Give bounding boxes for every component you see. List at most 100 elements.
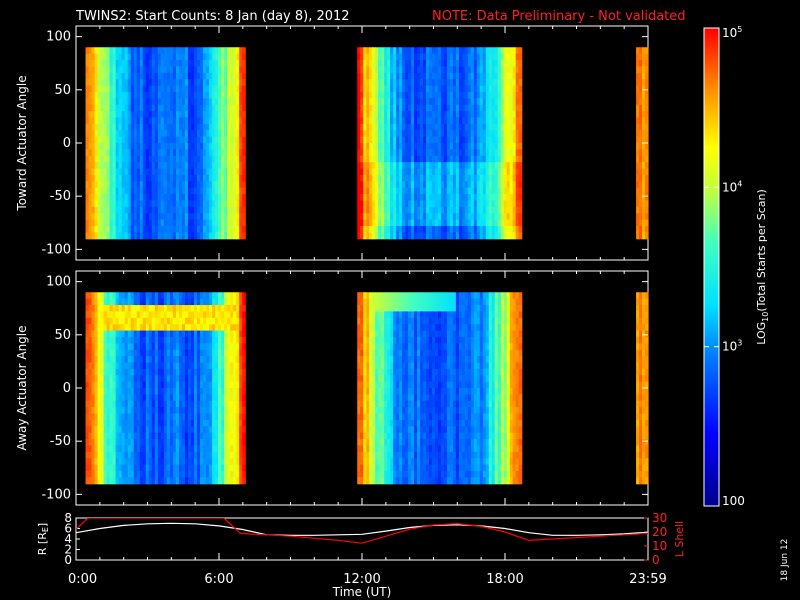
heatmap-cell: [85, 53, 90, 61]
heatmap-cell: [100, 343, 105, 351]
heatmap-cell: [360, 213, 364, 221]
heatmap-cell: [190, 85, 195, 93]
heatmap-cell: [233, 407, 237, 415]
heatmap-cell: [175, 426, 180, 434]
heatmap-cell: [467, 66, 472, 74]
heatmap-cell: [190, 155, 195, 163]
heatmap-cell: [190, 91, 195, 99]
heatmap-cell: [85, 98, 90, 106]
heatmap-cell: [360, 149, 364, 157]
heatmap-cell: [190, 111, 195, 119]
heatmap-cell: [387, 168, 391, 176]
heatmap-cell: [160, 200, 165, 208]
heatmap-cell: [121, 458, 126, 466]
heatmap-cell: [157, 324, 162, 332]
heatmap-cell: [393, 168, 397, 176]
heatmap-cell: [512, 60, 517, 68]
heatmap-cell: [151, 213, 156, 221]
heatmap-cell: [215, 168, 219, 176]
heatmap-cell: [221, 464, 225, 472]
heatmap-cell: [172, 174, 177, 182]
heatmap-cell: [642, 104, 646, 112]
heatmap-cell: [470, 72, 475, 80]
heatmap-cell: [112, 349, 117, 357]
heatmap-cell: [85, 336, 90, 344]
heatmap-cell: [109, 394, 114, 402]
heatmap-cell: [363, 232, 367, 240]
heatmap-cell: [233, 458, 237, 466]
heatmap-cell: [417, 79, 421, 87]
heatmap-cell: [157, 136, 162, 144]
heatmap-cell: [154, 407, 159, 415]
heatmap-cell: [476, 200, 481, 208]
heatmap-cell: [390, 187, 394, 195]
heatmap-cell: [503, 130, 508, 138]
heatmap-cell: [178, 123, 183, 131]
heatmap-cell: [157, 200, 162, 208]
heatmap-cell: [112, 66, 117, 74]
heatmap-cell: [434, 232, 439, 240]
heatmap-cell: [236, 317, 240, 325]
heatmap-cell: [461, 130, 466, 138]
heatmap-cell: [372, 143, 376, 150]
heatmap-cell: [375, 225, 379, 233]
heatmap-cell: [411, 143, 415, 150]
heatmap-cell: [479, 98, 484, 106]
heatmap-cell: [399, 123, 403, 131]
heatmap-cell: [166, 213, 171, 221]
heatmap-cell: [121, 98, 126, 106]
heatmap-cell: [181, 79, 186, 87]
heatmap-cell: [470, 206, 475, 214]
heatmap-cell: [506, 60, 511, 68]
heatmap-cell: [399, 155, 403, 163]
heatmap-cell: [452, 162, 457, 170]
heatmap-cell: [437, 117, 442, 125]
heatmap-cell: [130, 111, 135, 119]
heatmap-cell: [366, 155, 370, 163]
heatmap-cell: [443, 60, 448, 68]
heatmap-cell: [124, 375, 129, 383]
heatmap-cell: [363, 53, 367, 61]
heatmap-cell: [94, 53, 99, 61]
heatmap-cell: [434, 60, 439, 68]
heatmap-cell: [215, 394, 219, 402]
heatmap-cell: [218, 439, 222, 447]
heatmap-cell: [184, 232, 189, 240]
heatmap-cell: [236, 66, 240, 74]
heatmap-cell: [133, 432, 138, 440]
heatmap-cell: [408, 194, 412, 202]
heatmap-cell: [115, 206, 120, 214]
heatmap-cell: [124, 79, 129, 87]
heatmap-cell: [420, 194, 424, 202]
heatmap-cell: [426, 98, 430, 106]
heatmap-cell: [97, 375, 102, 383]
heatmap-cell: [157, 85, 162, 93]
heatmap-cell: [221, 311, 225, 319]
heatmap-cell: [218, 47, 222, 55]
heatmap-cell: [91, 98, 96, 106]
heatmap-cell: [639, 149, 643, 157]
heatmap-cell: [236, 349, 240, 357]
heatmap-cell: [369, 104, 373, 112]
heatmap-cell: [91, 162, 96, 170]
heatmap-cell: [130, 464, 135, 472]
heatmap-cell: [384, 104, 388, 112]
heatmap-cell: [482, 91, 487, 99]
heatmap-cell: [157, 336, 162, 344]
heatmap-cell: [203, 111, 207, 119]
heatmap-cell: [387, 53, 391, 61]
heatmap-cell: [233, 98, 237, 106]
heatmap-cell: [239, 232, 243, 240]
heatmap-cell: [103, 194, 108, 202]
heatmap-cell: [94, 298, 99, 306]
heatmap-cell: [399, 104, 403, 112]
heatmap-cell: [218, 394, 222, 402]
heatmap-cell: [428, 162, 433, 170]
heatmap-cell: [393, 130, 397, 138]
heatmap-cell: [151, 439, 156, 447]
heatmap-cell: [85, 375, 90, 383]
heatmap-cell: [227, 343, 231, 351]
heatmap-cell: [402, 200, 406, 208]
heatmap-cell: [636, 187, 640, 195]
heatmap-cell: [118, 143, 123, 150]
